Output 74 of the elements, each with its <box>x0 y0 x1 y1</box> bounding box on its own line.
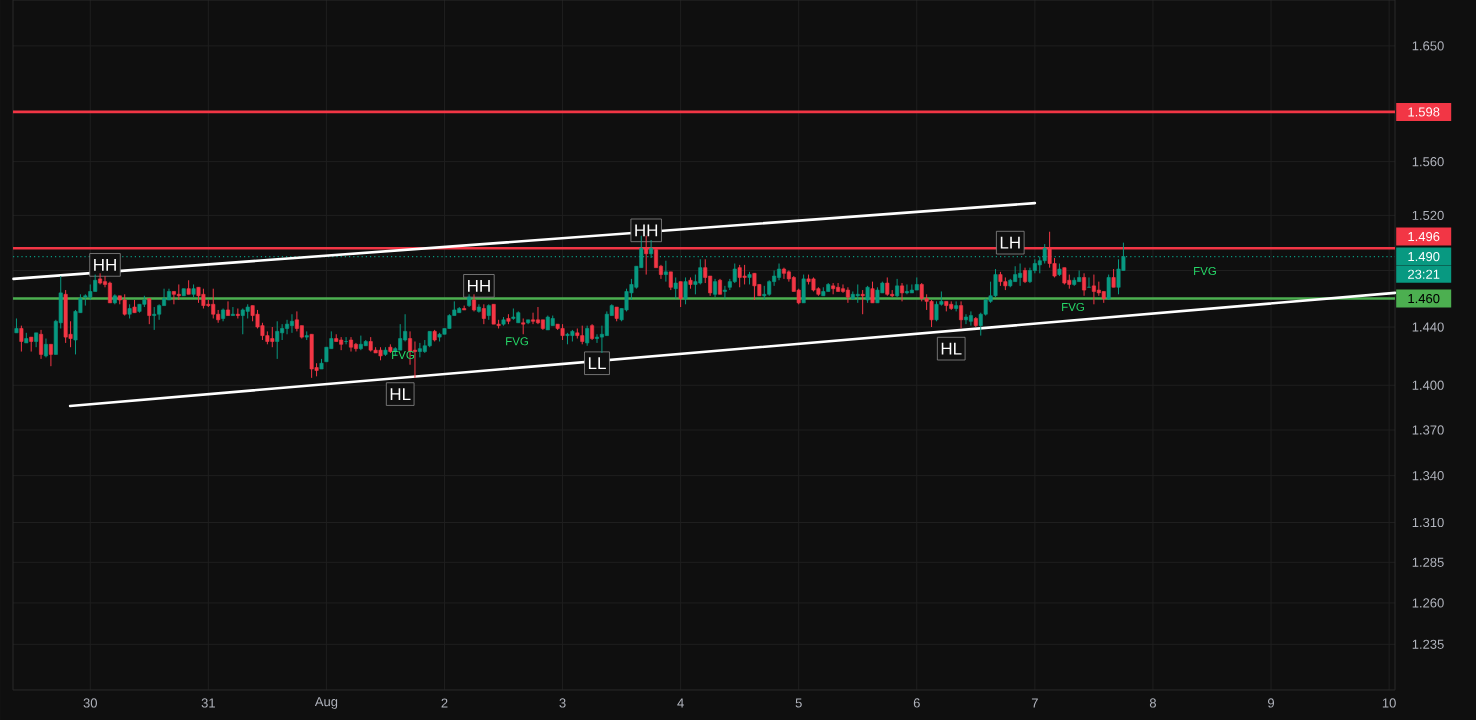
x-tick-label: 3 <box>559 698 566 708</box>
candlestick <box>663 260 668 283</box>
candlestick <box>147 298 152 325</box>
x-tick-label: 31 <box>201 698 215 708</box>
y-tick-label: 1.370 <box>1412 425 1444 435</box>
x-tick-label: 10 <box>1382 698 1396 708</box>
candlestick <box>722 285 727 300</box>
candlestick <box>732 263 737 284</box>
annotation: HH <box>468 280 490 292</box>
annotation: HH <box>635 224 658 237</box>
y-tick-label: 1.650 <box>1412 41 1444 51</box>
y-tick-label: 1.235 <box>1412 639 1444 649</box>
candlestick <box>481 303 486 325</box>
candlestick <box>968 310 973 327</box>
annotation: HL <box>941 342 962 355</box>
annotation: FVG <box>1194 266 1216 276</box>
candlestick <box>683 276 688 305</box>
y-tick-label: 1.310 <box>1412 517 1444 528</box>
candlestick <box>895 278 900 298</box>
candlestick <box>98 272 103 285</box>
candlestick <box>801 274 806 304</box>
y-tick-label: 1.285 <box>1412 557 1444 567</box>
y-tick-label: 1.440 <box>1412 322 1444 332</box>
y-tick-label: 1.560 <box>1412 157 1444 167</box>
candlestick <box>412 341 417 379</box>
candlestick <box>855 283 860 304</box>
x-tick-label: 9 <box>1268 698 1275 708</box>
candlestick <box>678 281 683 308</box>
x-tick-label: 7 <box>1031 698 1038 708</box>
candlestick <box>673 276 678 300</box>
candlestick <box>900 282 904 302</box>
candlestick <box>668 271 673 291</box>
candlestick <box>860 289 865 315</box>
annotation: LH <box>1000 236 1020 249</box>
candlestick <box>19 325 24 353</box>
y-tick-label: 1.340 <box>1412 471 1444 481</box>
candlestick <box>48 343 53 367</box>
candlestick <box>585 325 590 347</box>
ref-line-label: 1.598 <box>1408 107 1440 117</box>
candlestick <box>275 320 280 360</box>
ref-line-label: 1.490 <box>1408 251 1440 262</box>
annotation: LL <box>588 357 606 370</box>
y-tick-label: 1.520 <box>1412 210 1444 220</box>
y-tick-label: 1.400 <box>1412 380 1444 390</box>
x-tick-label: 6 <box>913 698 920 708</box>
annotation: FVG <box>506 337 528 346</box>
candlestick <box>1111 268 1116 288</box>
x-tick-label: 30 <box>83 698 97 708</box>
candlestick <box>1087 276 1091 288</box>
candlestick <box>235 307 240 319</box>
x-tick-label: 2 <box>441 698 448 708</box>
candlestick <box>954 300 959 312</box>
candlestick <box>226 300 230 317</box>
candlestick <box>344 336 349 345</box>
x-tick-label: 8 <box>1149 698 1156 708</box>
text: 23:21 <box>1408 269 1440 279</box>
candlestick <box>1082 272 1087 297</box>
candlestick <box>959 300 964 329</box>
annotation: HL <box>390 388 411 400</box>
x-tick-label: 5 <box>795 698 802 708</box>
x-tick-label: Aug <box>314 697 338 709</box>
candlestick <box>870 281 875 304</box>
ref-line-label: 1.460 <box>1408 293 1440 304</box>
ref-line-label: 1.496 <box>1408 231 1440 242</box>
candlestick <box>713 278 718 298</box>
candlestick <box>531 312 536 325</box>
candlestick <box>1106 274 1111 301</box>
candlestick <box>152 306 157 331</box>
annotation: FVG <box>1062 302 1084 312</box>
candlestick <box>39 329 44 360</box>
annotation: HH <box>94 259 116 271</box>
x-tick-label: 4 <box>677 698 684 708</box>
candlestick <box>230 306 235 317</box>
y-tick-label: 1.260 <box>1412 598 1444 608</box>
